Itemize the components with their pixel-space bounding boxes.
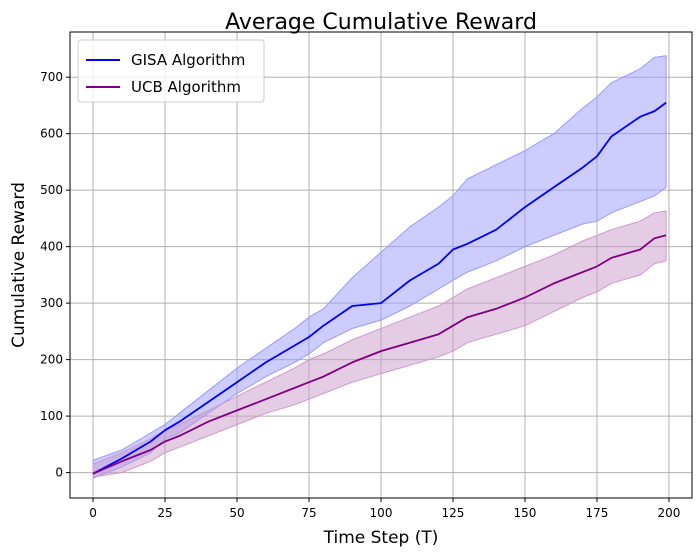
legend: GISA Algorithm UCB Algorithm bbox=[77, 39, 265, 103]
series-line-ucb bbox=[92, 234, 667, 475]
confidence-bands bbox=[92, 55, 667, 479]
legend-label-ucb: UCB Algorithm bbox=[131, 78, 241, 96]
x-tick-label: 25 bbox=[157, 506, 172, 520]
chart-title: Average Cumulative Reward bbox=[225, 10, 537, 35]
y-axis-ticks: 0 100 200 300 400 500 600 700 bbox=[40, 70, 70, 480]
confidence-band-gisa bbox=[92, 55, 667, 479]
y-tick-label: 200 bbox=[40, 353, 63, 367]
series-lines bbox=[92, 101, 667, 475]
x-tick-label: 100 bbox=[370, 506, 393, 520]
y-axis-label: Cumulative Reward bbox=[9, 182, 29, 348]
confidence-band-ucb bbox=[92, 210, 667, 478]
x-tick-label: 125 bbox=[442, 506, 465, 520]
y-tick-label: 600 bbox=[40, 127, 63, 141]
x-tick-label: 50 bbox=[229, 506, 244, 520]
y-tick-label: 400 bbox=[40, 240, 63, 254]
series-line-gisa bbox=[92, 101, 667, 475]
y-tick-label: 300 bbox=[40, 296, 63, 310]
x-tick-label: 175 bbox=[586, 506, 609, 520]
y-tick-label: 0 bbox=[55, 466, 63, 480]
legend-box bbox=[77, 39, 265, 103]
x-tick-label: 75 bbox=[301, 506, 316, 520]
x-axis-label: Time Step (T) bbox=[323, 528, 439, 548]
legend-label-gisa: GISA Algorithm bbox=[131, 51, 245, 69]
y-tick-label: 100 bbox=[40, 409, 63, 423]
x-tick-label: 200 bbox=[658, 506, 681, 520]
y-tick-label: 500 bbox=[40, 183, 63, 197]
y-tick-label: 700 bbox=[40, 70, 63, 84]
x-axis-ticks: 0 25 50 75 100 125 150 175 200 bbox=[89, 498, 680, 520]
x-tick-label: 0 bbox=[89, 506, 97, 520]
x-tick-label: 150 bbox=[514, 506, 537, 520]
